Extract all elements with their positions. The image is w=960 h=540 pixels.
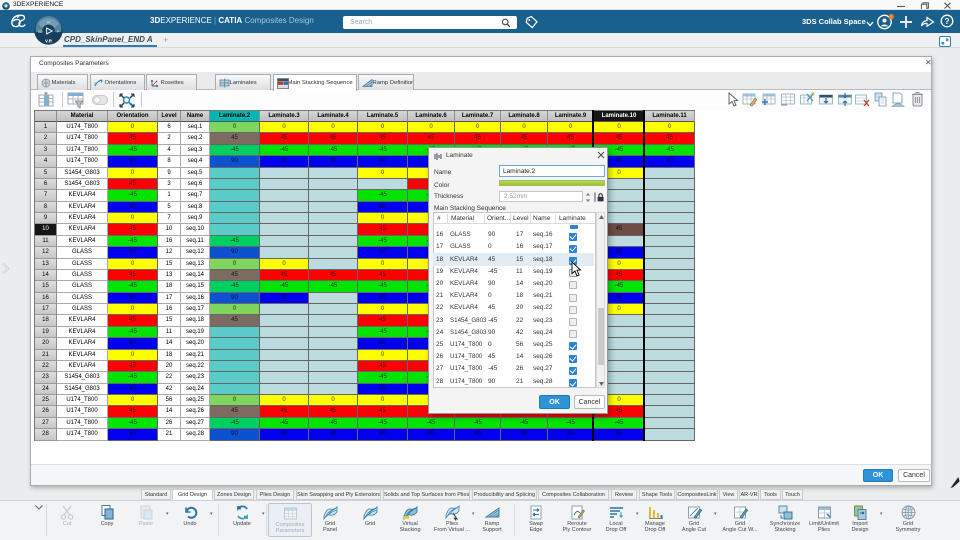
svg-text:Vr: Vr xyxy=(47,20,52,25)
svg-text:3D: 3D xyxy=(38,30,43,34)
svg-text:i²: i² xyxy=(57,30,60,34)
svg-text:?: ? xyxy=(944,16,949,26)
svg-text:V.R: V.R xyxy=(45,39,53,44)
